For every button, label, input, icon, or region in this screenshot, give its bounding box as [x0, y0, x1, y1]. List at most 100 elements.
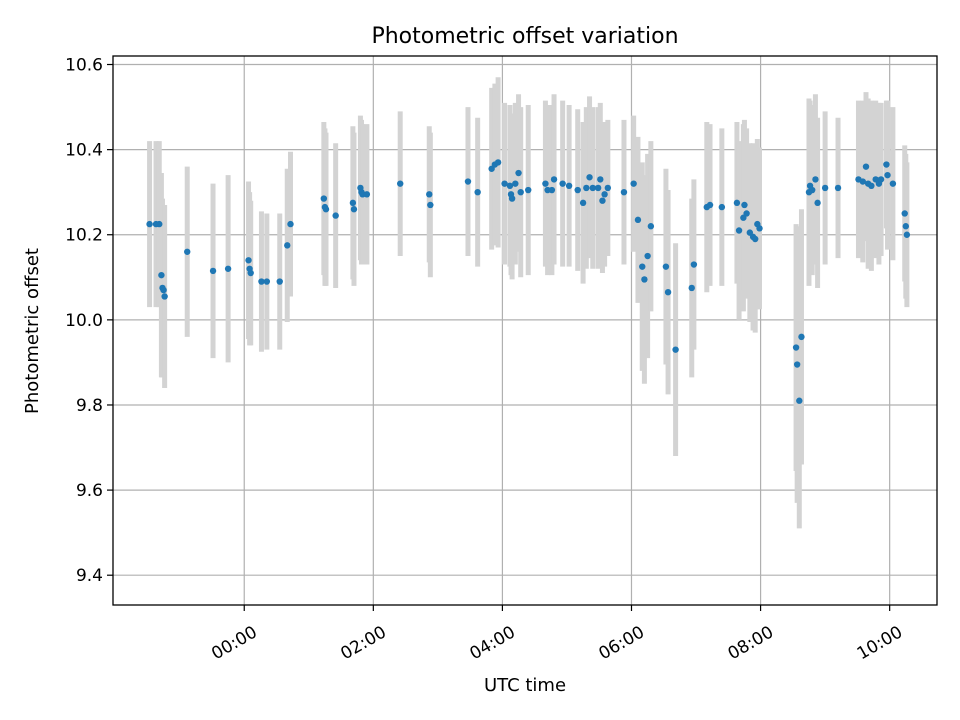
- data-point: [741, 201, 748, 209]
- plot-area-frame: [112, 55, 938, 606]
- data-point: [565, 182, 573, 190]
- data-point: [397, 180, 404, 187]
- y-tick-label: 10.4: [65, 141, 103, 161]
- y-tick-label: 10.0: [65, 311, 103, 331]
- data-point: [559, 180, 566, 187]
- data-point: [426, 191, 433, 198]
- data-point: [814, 199, 821, 207]
- data-point: [363, 191, 371, 198]
- data-point: [156, 220, 163, 228]
- data-point: [903, 231, 911, 238]
- data-point: [639, 263, 646, 270]
- data-point: [320, 195, 328, 202]
- data-point: [756, 225, 763, 232]
- x-tick-label: 10:00: [854, 622, 906, 664]
- data-point: [158, 271, 165, 279]
- data-point: [464, 178, 472, 185]
- data-point: [620, 188, 628, 196]
- data-point: [688, 284, 695, 292]
- x-axis-ticks: 00:00 02:00 04:00 06:00 08:00 10:00: [208, 605, 906, 664]
- y-tick-label: 9.4: [76, 566, 103, 586]
- data-point: [597, 176, 604, 183]
- data-point: [877, 176, 885, 183]
- error-bars: [147, 77, 910, 529]
- data-point: [161, 293, 168, 300]
- y-tick-label: 10.2: [65, 226, 103, 246]
- data-point: [733, 199, 741, 207]
- x-tick-label: 06:00: [596, 622, 648, 664]
- data-point: [889, 180, 897, 187]
- x-tick-label: 08:00: [725, 622, 777, 664]
- data-point: [793, 361, 801, 368]
- data-point: [752, 235, 759, 243]
- x-tick-label: 04:00: [466, 622, 518, 664]
- y-tick-label: 10.6: [65, 56, 103, 76]
- x-tick-label: 02:00: [337, 622, 389, 664]
- data-point: [579, 199, 587, 207]
- data-point: [672, 346, 679, 353]
- data-point: [517, 188, 524, 196]
- data-point: [548, 186, 556, 194]
- data-point: [601, 191, 608, 198]
- data-point: [589, 184, 596, 192]
- data-point: [706, 201, 714, 209]
- data-point: [494, 159, 502, 166]
- data-point: [868, 182, 875, 190]
- data-point: [796, 397, 803, 404]
- data-point: [322, 206, 330, 213]
- data-point: [884, 171, 891, 179]
- data-point: [809, 186, 816, 194]
- chart-title: Photometric offset variation: [371, 24, 678, 49]
- data-point: [542, 180, 549, 187]
- data-point: [902, 223, 910, 230]
- data-point: [586, 174, 593, 181]
- data-point: [859, 178, 866, 185]
- data-point: [634, 216, 642, 224]
- data-point: [798, 333, 805, 341]
- data-point: [630, 180, 637, 187]
- data-point: [349, 199, 357, 207]
- data-point: [901, 210, 908, 217]
- data-point: [690, 261, 698, 268]
- data-point: [512, 180, 519, 187]
- y-axis-label: Photometric offset: [22, 248, 43, 414]
- data-point: [427, 201, 434, 209]
- data-point: [647, 223, 655, 230]
- data-point: [160, 286, 167, 294]
- data-point: [641, 276, 648, 283]
- data-point: [263, 278, 271, 285]
- data-point: [245, 257, 252, 264]
- data-point: [821, 184, 829, 192]
- data-point: [224, 265, 232, 272]
- data-point: [258, 278, 265, 285]
- data-point: [662, 263, 670, 270]
- data-point: [792, 344, 800, 351]
- data-point: [718, 203, 726, 211]
- x-axis-label: UTC time: [484, 675, 566, 696]
- data-point: [743, 210, 750, 217]
- data-point: [276, 278, 283, 285]
- data-point: [184, 248, 191, 255]
- data-point: [287, 220, 294, 228]
- data-point: [599, 197, 606, 204]
- data-point: [834, 184, 842, 192]
- data-point: [515, 169, 522, 177]
- data-point: [508, 195, 516, 202]
- data-point: [332, 212, 339, 219]
- data-point: [209, 267, 217, 275]
- data-point: [812, 176, 819, 183]
- data-point: [247, 269, 254, 277]
- data-point: [284, 242, 291, 249]
- data-point: [146, 220, 153, 228]
- data-points: [146, 159, 911, 404]
- data-point: [501, 180, 508, 187]
- y-axis-ticks: 9.4 9.6 9.8 10.0 10.2 10.4 10.6: [65, 56, 113, 586]
- data-point: [883, 161, 890, 168]
- data-point: [594, 184, 602, 192]
- data-point: [604, 184, 612, 192]
- data-point: [550, 176, 558, 183]
- data-point: [525, 186, 532, 194]
- data-point: [506, 182, 514, 190]
- y-tick-label: 9.6: [76, 481, 103, 501]
